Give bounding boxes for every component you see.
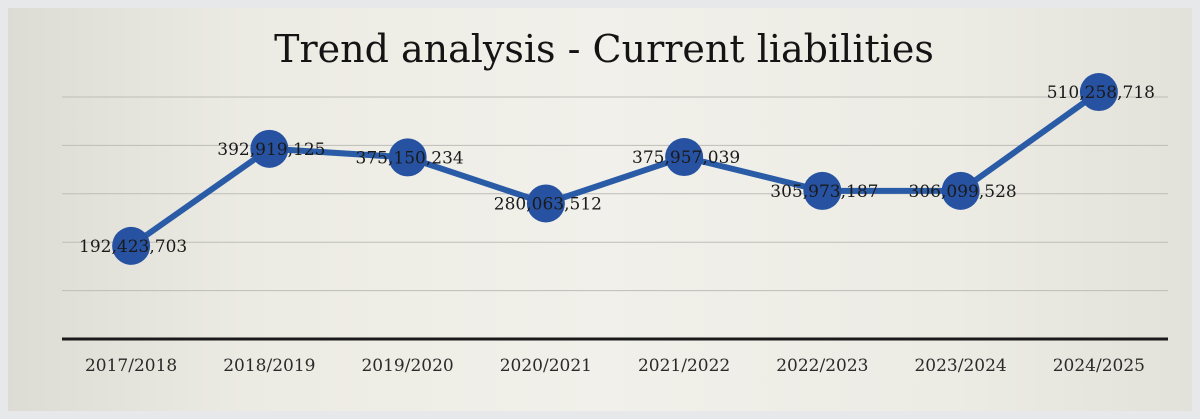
- data-point: [941, 171, 980, 210]
- series-line-group: [128, 89, 1102, 249]
- x-tick-label: 2017/2018: [85, 356, 177, 376]
- x-tick-label: 2024/2025: [1053, 356, 1145, 376]
- data-point: [665, 138, 704, 177]
- x-tick-labels: 2017/2018 2018/2019 2019/2020 2020/2021 2021…: [85, 356, 1145, 376]
- data-label: 306,099,528: [909, 182, 1017, 202]
- x-tick-label: 2020/2021: [500, 356, 592, 376]
- data-label: 510,258,718: [1047, 83, 1155, 103]
- data-label: 375,150,234: [356, 148, 464, 168]
- data-label: 192,423,703: [79, 237, 187, 257]
- data-point: [250, 129, 289, 168]
- data-point: [388, 138, 427, 177]
- x-tick-label: 2018/2019: [223, 356, 315, 376]
- x-tick-label: 2019/2020: [361, 356, 453, 376]
- gridlines: [62, 96, 1168, 292]
- data-point: [1079, 73, 1118, 112]
- data-labels-group: 192,423,703 392,919,125 375,150,234 280,063…: [79, 83, 1155, 257]
- data-point: [112, 226, 151, 265]
- data-label: 280,063,512: [494, 194, 602, 214]
- x-tick-label: 2023/2024: [914, 356, 1006, 376]
- data-label: 375,957,039: [632, 148, 740, 168]
- chart-frame: [8, 8, 1192, 411]
- x-tick-label: 2022/2023: [776, 356, 868, 376]
- data-point: [803, 171, 842, 210]
- x-tick-label: 2021/2022: [638, 356, 730, 376]
- series-line: [128, 89, 1102, 249]
- chart-title: Trend analysis - Current liabilities: [274, 27, 934, 71]
- markers-group: [112, 73, 1118, 265]
- data-point: [526, 184, 565, 223]
- data-label: 305,973,187: [770, 182, 878, 202]
- data-label: 392,919,125: [217, 140, 325, 160]
